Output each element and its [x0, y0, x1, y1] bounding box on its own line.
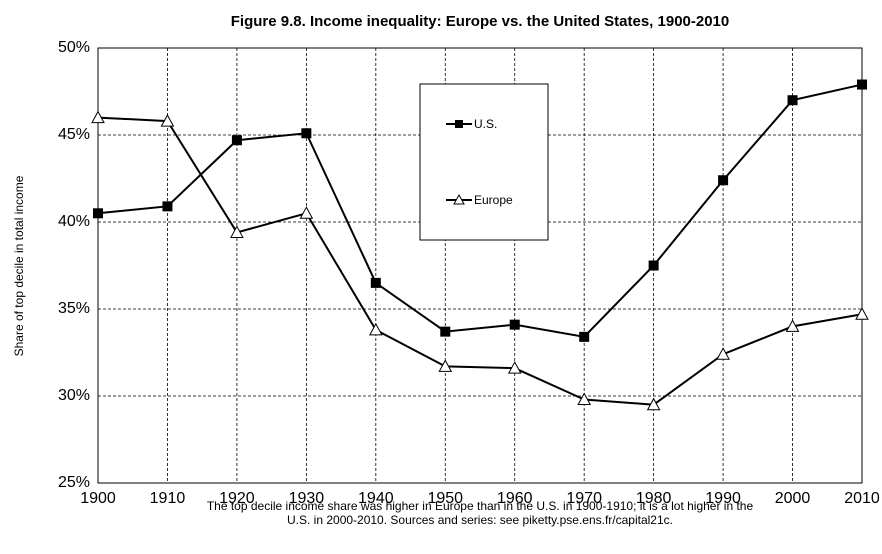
- marker: [368, 322, 383, 336]
- marker: [857, 79, 867, 90]
- marker: [716, 347, 730, 360]
- y-tick-label: 45%: [58, 126, 90, 143]
- marker: [301, 128, 312, 139]
- marker: [299, 206, 314, 219]
- marker: [162, 201, 173, 212]
- x-tick-label: 1950: [427, 490, 463, 507]
- x-tick-label: 2010: [844, 490, 880, 507]
- y-tick-label: 25%: [58, 474, 90, 491]
- legend-marker: [453, 193, 465, 205]
- marker: [509, 319, 520, 330]
- marker: [785, 319, 800, 332]
- x-tick-label: 1960: [497, 490, 533, 507]
- y-tick-label: 35%: [58, 300, 90, 317]
- y-axis-label: Share of top decile in total income: [12, 175, 26, 356]
- marker: [579, 331, 590, 342]
- x-tick-label: 1990: [705, 490, 741, 507]
- marker: [160, 114, 175, 127]
- series-line: [97, 83, 863, 338]
- marker: [646, 397, 661, 411]
- marker: [648, 260, 659, 271]
- series-line: [97, 116, 863, 406]
- legend-label: Europe: [474, 193, 513, 207]
- y-tick-label: 30%: [58, 387, 90, 404]
- x-tick-label: 1940: [358, 490, 394, 507]
- x-tick-label: 1930: [289, 490, 325, 507]
- x-tick-label: 1910: [150, 490, 186, 507]
- marker: [507, 361, 522, 374]
- caption: The top decile income share was higher i…: [207, 499, 754, 513]
- x-tick-label: 1900: [80, 490, 116, 507]
- marker: [577, 392, 592, 405]
- x-tick-label: 1980: [636, 490, 672, 507]
- legend-box: [419, 83, 549, 241]
- y-tick-label: 50%: [58, 39, 90, 56]
- marker: [231, 135, 242, 146]
- x-tick-label: 2000: [775, 490, 811, 507]
- marker: [230, 225, 244, 238]
- caption: U.S. in 2000-2010. Sources and series: s…: [287, 513, 673, 527]
- marker: [440, 326, 451, 337]
- chart-title: Figure 9.8. Income inequality: Europe vs…: [231, 13, 730, 30]
- legend-marker: [455, 120, 463, 128]
- plot-area: 25% 30% 35% 40% 45% 50% 1900 1910 1920 1930 1940 19…: [58, 39, 880, 507]
- marker: [855, 307, 869, 320]
- y-tick-label: 40%: [58, 213, 90, 230]
- legend: U.S. Europe: [419, 83, 549, 241]
- marker: [438, 359, 453, 372]
- legend-label: U.S.: [474, 117, 497, 131]
- marker: [91, 110, 105, 124]
- x-tick-label: 1920: [219, 490, 255, 507]
- x-tick-label: 1970: [566, 490, 602, 507]
- plot-frame: [97, 47, 863, 484]
- marker: [718, 175, 729, 186]
- marker: [93, 208, 103, 219]
- marker: [370, 277, 381, 288]
- marker: [787, 95, 798, 106]
